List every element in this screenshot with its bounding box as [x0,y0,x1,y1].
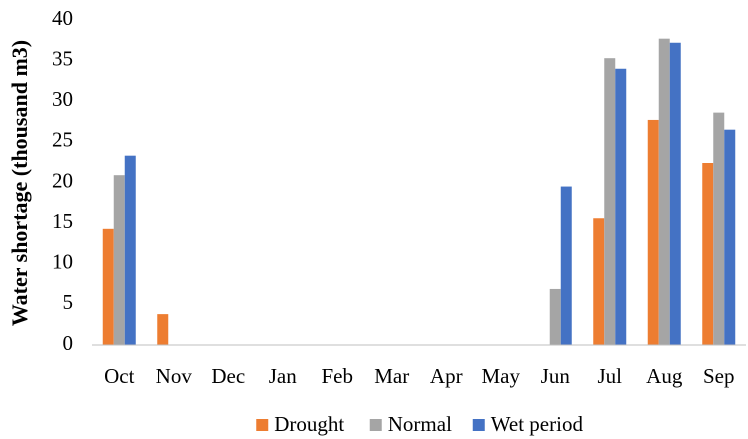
y-tick-label: 20 [52,168,73,192]
x-tick-label: Mar [374,364,409,388]
bar [102,228,114,345]
bar [702,163,714,345]
x-tick-label: Jul [597,364,622,388]
y-tick-label: 35 [52,46,73,70]
x-tick-label: Apr [430,364,463,388]
bar [615,68,627,345]
bar [549,288,561,345]
bar [113,175,125,345]
bar [560,186,572,345]
x-tick-label: Jun [541,364,571,388]
x-tick-label: May [482,364,521,388]
y-tick-label: 0 [63,331,74,355]
y-tick-label: 30 [52,87,73,111]
y-tick-label: 10 [52,250,73,274]
x-tick-label: Oct [104,364,134,388]
y-tick-label: 15 [52,209,73,233]
bar [157,314,169,345]
bar [593,218,605,345]
bar [124,155,136,345]
bar [604,58,616,345]
y-tick-label: 5 [63,290,74,314]
x-tick-label: Sep [703,364,735,388]
x-tick-label: Dec [211,364,245,388]
x-tick-label: Jan [269,364,297,388]
x-tick-label: Feb [322,364,354,388]
y-tick-label: 25 [52,128,73,152]
bar [724,129,736,345]
x-tick-label: Nov [156,364,193,388]
bar [658,38,670,345]
bar [713,112,725,345]
legend-label: Wet period [491,412,584,436]
bar [669,42,681,345]
legend-swatch [256,419,269,431]
legend-swatch [369,419,382,431]
bar [647,119,659,345]
legend-label: Drought [274,412,344,436]
y-axis-title: Water shortage (thousand m3) [7,40,32,326]
legend-label: Normal [388,412,452,436]
legend-swatch [472,419,485,431]
x-tick-label: Aug [646,364,683,388]
y-tick-label: 40 [52,6,73,30]
